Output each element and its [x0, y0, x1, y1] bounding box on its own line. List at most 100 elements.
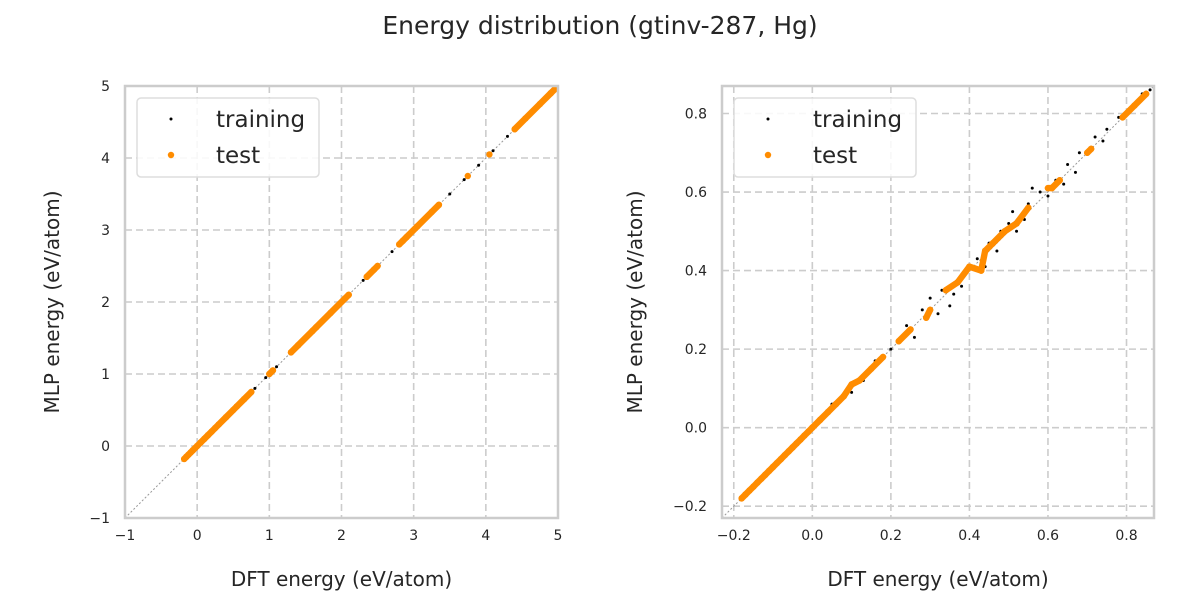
test-point-cluster — [954, 263, 973, 286]
training-point — [912, 335, 916, 339]
legend-label-training: training — [813, 107, 902, 133]
legend-label-test: test — [216, 143, 260, 169]
training-point — [1011, 210, 1015, 214]
training-point — [253, 386, 257, 390]
training-point — [505, 134, 509, 138]
legend-label-training: training — [216, 107, 305, 133]
x-tick-label: 0.6 — [1037, 528, 1059, 544]
training-point — [462, 178, 466, 182]
x-tick-label: 0.0 — [801, 528, 823, 544]
x-axis-label: DFT energy (eV/atom) — [827, 567, 1048, 591]
x-tick-label: 4 — [481, 528, 490, 544]
training-point — [448, 192, 452, 196]
test-point-cluster — [428, 201, 443, 216]
training-point — [264, 376, 268, 380]
axes-frame — [720, 84, 1156, 520]
training-point — [1007, 221, 1011, 225]
x-tick-label: 0 — [193, 528, 202, 544]
plot-area — [125, 86, 558, 518]
x-tick-label: 1 — [265, 528, 274, 544]
test-point-cluster — [295, 327, 316, 349]
training-point — [936, 312, 940, 316]
x-tick-label: 5 — [554, 528, 563, 544]
y-tick-label: −1 — [89, 511, 110, 527]
y-tick-label: 0.8 — [685, 106, 707, 122]
training-point — [275, 365, 279, 369]
training-point — [928, 296, 932, 300]
y-tick-label: −0.2 — [673, 499, 707, 515]
y-axis-label: MLP energy (eV/atom) — [40, 190, 64, 413]
training-point — [1148, 88, 1152, 92]
legend-label-test: test — [813, 143, 857, 169]
training-point — [1073, 170, 1077, 174]
training-point — [1117, 115, 1121, 119]
x-tick-label: 0.8 — [1115, 528, 1137, 544]
x-tick-label: −0.2 — [717, 528, 751, 544]
legend-frame — [733, 97, 917, 178]
legend-frame — [136, 97, 320, 178]
training-point — [1015, 229, 1019, 233]
y-tick-label: 0.6 — [685, 185, 707, 201]
subplot-2: −0.2 0.0 0.2 0.4 0.6 0.8 −0.2 0.0 0.2 0.4 0.6 0.8 DF… — [623, 84, 1156, 591]
test-point-cluster — [327, 295, 349, 316]
training-point — [960, 284, 964, 288]
legend: training test — [136, 97, 320, 178]
training-point — [477, 163, 481, 167]
subplot-1: −1 0 1 2 3 4 5 −1 0 1 2 3 4 5 DFT energy (eV/atom) MLP … — [40, 79, 562, 591]
test-point-cluster — [1131, 90, 1150, 109]
training-point — [491, 149, 495, 153]
training-point — [850, 390, 854, 394]
legend-marker-training — [766, 117, 770, 121]
plot-area — [722, 86, 1154, 518]
legend-marker-training — [169, 117, 173, 121]
training-point — [905, 324, 909, 328]
y-tick-label: 5 — [101, 79, 110, 95]
x-axis-label: DFT energy (eV/atom) — [231, 567, 452, 591]
training-point — [1038, 190, 1042, 194]
training-point — [920, 308, 924, 312]
training-point — [1077, 151, 1081, 155]
x-tick-label: 3 — [409, 528, 418, 544]
test-point-cluster — [1048, 177, 1063, 192]
training-point — [1030, 186, 1034, 190]
test-point — [464, 172, 471, 180]
training-point — [1066, 163, 1070, 167]
figure-title: Energy distribution (gtinv-287, Hg) — [382, 11, 817, 40]
test-point-cluster — [923, 306, 934, 321]
test-point-cluster — [414, 208, 435, 230]
test-point-cluster — [240, 388, 255, 403]
training-point — [995, 249, 999, 253]
x-tick-label: 0.2 — [880, 528, 902, 544]
test-point-cluster — [370, 262, 381, 273]
legend-marker-test — [167, 151, 175, 159]
test-point — [486, 151, 493, 158]
x-tick-label: −1 — [115, 528, 136, 544]
y-tick-label: 0.4 — [685, 264, 707, 280]
y-tick-label: 0 — [101, 439, 110, 455]
axes-frame — [123, 84, 560, 520]
x-tick-label: 2 — [337, 528, 346, 544]
training-point — [952, 292, 956, 296]
y-tick-label: 3 — [101, 223, 110, 239]
y-tick-label: 2 — [101, 295, 110, 311]
training-point — [948, 304, 952, 308]
training-point — [975, 257, 979, 261]
test-point-cluster — [547, 86, 558, 97]
x-tick-label: 0.4 — [958, 528, 980, 544]
training-point — [390, 250, 394, 254]
test-point-cluster — [1013, 204, 1032, 227]
test-point-cluster — [313, 309, 334, 331]
test-point-cluster — [895, 326, 914, 345]
y-tick-label: 0.2 — [685, 342, 707, 358]
training-point — [1101, 139, 1105, 143]
training-point — [1026, 202, 1030, 206]
test-point-cluster — [266, 367, 277, 378]
test-point-cluster — [868, 353, 887, 372]
test-point-cluster — [978, 247, 989, 274]
training-point — [1105, 127, 1109, 131]
test-point-cluster — [1084, 145, 1095, 156]
training-point — [1093, 135, 1097, 139]
legend: training test — [733, 97, 917, 178]
y-tick-label: 4 — [101, 151, 110, 167]
